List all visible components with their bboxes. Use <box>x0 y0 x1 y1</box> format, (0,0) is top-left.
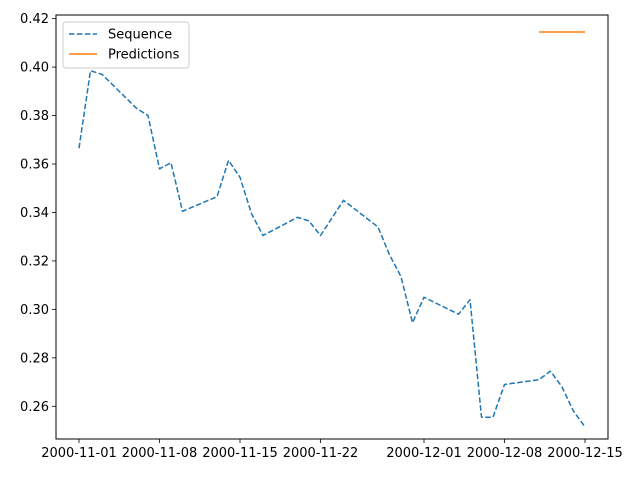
y-tick-label: 0.36 <box>20 158 49 173</box>
y-tick-label: 0.42 <box>20 12 49 27</box>
x-tick-label: 2000-11-08 <box>122 446 198 461</box>
legend-label-predictions: Predictions <box>108 48 180 63</box>
x-tick-label: 2000-12-15 <box>547 446 623 461</box>
legend: Sequence Predictions <box>62 21 190 69</box>
y-tick-label: 0.32 <box>20 254 49 269</box>
x-tick-label: 2000-12-01 <box>386 446 462 461</box>
series-line-sequence <box>78 69 586 428</box>
y-tick-label: 0.28 <box>20 351 49 366</box>
x-tick-label: 2000-12-08 <box>467 446 543 461</box>
y-tick-label: 0.30 <box>20 303 49 318</box>
y-axis: 0.26 0.28 0.30 0.32 0.34 0.36 0.38 0.40 0.42 <box>20 12 56 415</box>
y-tick-label: 0.38 <box>20 109 49 124</box>
y-tick-label: 0.34 <box>20 206 49 221</box>
x-axis: 2000-11-01 2000-11-08 2000-11-15 2000-11-22… <box>41 439 623 461</box>
x-tick-label: 2000-11-15 <box>202 446 278 461</box>
axes-frame <box>55 14 609 440</box>
series-layer <box>78 31 586 428</box>
x-tick-label: 2000-11-01 <box>41 446 117 461</box>
y-tick-label: 0.40 <box>20 61 49 76</box>
y-tick-label: 0.26 <box>20 400 49 415</box>
x-tick-label: 2000-11-22 <box>283 446 359 461</box>
legend-label-sequence: Sequence <box>108 28 172 43</box>
